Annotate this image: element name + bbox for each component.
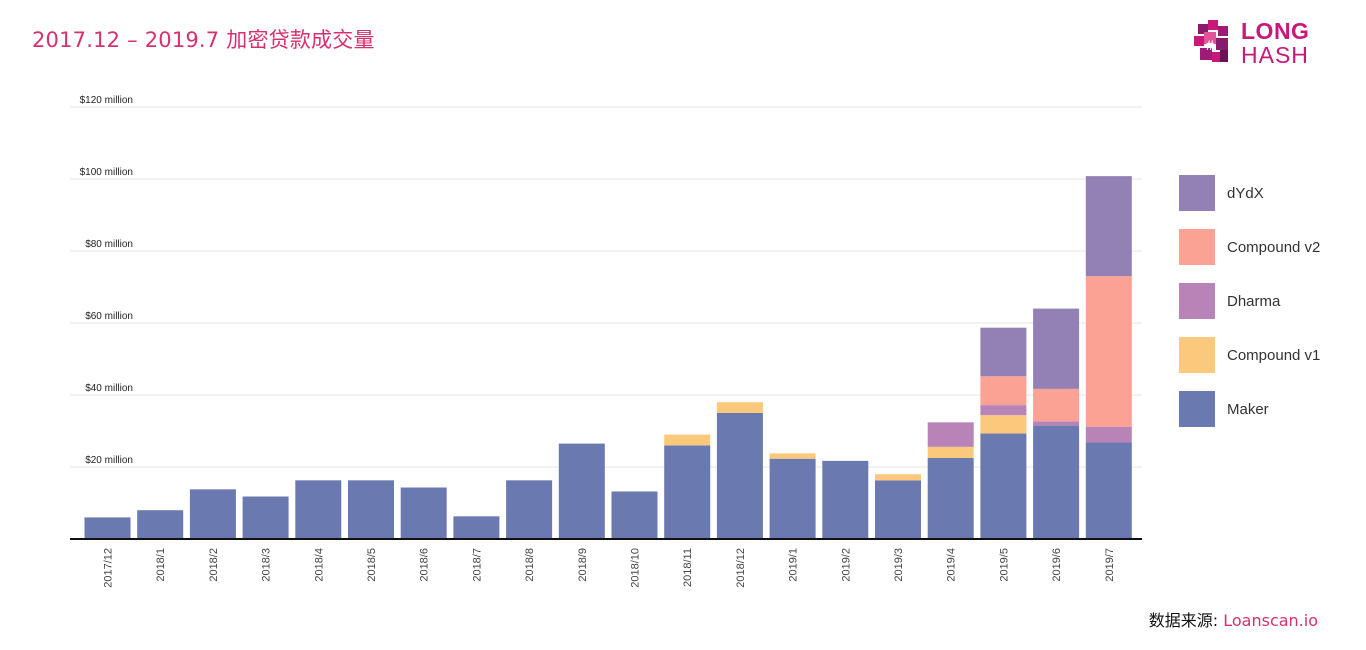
x-tick-label: 2018/8: [524, 548, 536, 582]
bar-segment-dharma: [1033, 421, 1080, 426]
bar-segment-maker: [189, 489, 236, 539]
x-tick-label: 2019/1: [788, 548, 800, 582]
bar-segment-maker: [400, 487, 447, 539]
x-tick-label: 2018/1: [155, 548, 167, 582]
y-tick-label: $40 million: [85, 383, 133, 394]
bar-segment-maker: [664, 445, 711, 539]
legend-label: dYdX: [1227, 185, 1264, 202]
bar-segment-maker: [1085, 442, 1132, 539]
bar-segment-dydx: [1033, 308, 1080, 389]
bar-segment-compound-v1: [769, 453, 816, 459]
bar-segment-maker: [611, 491, 658, 539]
logo-text-hash: HASH: [1241, 42, 1309, 68]
bar-segment-maker: [453, 516, 500, 539]
x-tick-label: 2018/7: [471, 548, 483, 582]
source-label: 数据来源:: [1148, 611, 1224, 630]
x-tick-label: 2019/6: [1051, 548, 1063, 582]
bar-segment-compound-v1: [664, 434, 711, 446]
svg-text:#: #: [1206, 37, 1214, 53]
bar-segment-dharma: [927, 422, 974, 447]
data-source: 数据来源: Loanscan.io: [1149, 607, 1318, 631]
bar-segment-compound-v1: [716, 402, 763, 413]
bar-segment-maker: [716, 413, 763, 539]
y-tick-label: $100 million: [80, 167, 133, 178]
bar-segment-compound-v2: [980, 376, 1027, 406]
bar-segment-maker: [769, 458, 816, 539]
bar-segment-maker: [506, 480, 553, 539]
bar-segment-dharma: [1085, 426, 1132, 443]
bar-segment-compound-v2: [1033, 388, 1080, 422]
x-tick-label: 2019/5: [998, 548, 1010, 582]
x-tick-label: 2018/11: [682, 548, 694, 587]
x-tick-label: 2019/3: [893, 548, 905, 582]
bar-segment-dydx: [980, 327, 1027, 377]
bar-segment-maker: [980, 433, 1027, 539]
bars: [84, 176, 1132, 539]
logo-text-long: LONG: [1241, 18, 1310, 44]
bar-segment-maker: [1033, 425, 1080, 539]
bar-segment-dharma: [980, 405, 1027, 416]
legend-swatch: [1179, 175, 1215, 211]
legend-swatch: [1179, 283, 1215, 319]
bar-segment-maker: [137, 510, 184, 539]
y-tick-label: $80 million: [85, 239, 133, 250]
legend-label: Compound v2: [1227, 239, 1320, 256]
bar-segment-maker: [927, 458, 974, 539]
bar-segment-maker: [822, 460, 869, 539]
chart-title: 2017.12 – 2019.7 加密贷款成交量: [32, 28, 375, 52]
bar-segment-maker: [84, 517, 131, 539]
bar-segment-maker: [242, 496, 289, 539]
bar-segment-maker: [558, 443, 605, 539]
legend-swatch: [1179, 391, 1215, 427]
x-tick-label: 2019/4: [946, 548, 958, 582]
source-link[interactable]: Loanscan.io: [1223, 611, 1318, 630]
legend-swatch: [1179, 337, 1215, 373]
x-tick-label: 2018/6: [419, 548, 431, 582]
x-tick-label: 2018/10: [630, 548, 642, 588]
bar-segment-dydx: [1085, 176, 1132, 277]
x-tick-label: 2019/2: [840, 548, 852, 582]
bar-segment-compound-v1: [927, 446, 974, 458]
x-tick-label: 2018/5: [366, 548, 378, 582]
bar-segment-maker: [875, 480, 921, 539]
x-tick-label: 2018/2: [208, 548, 220, 582]
longhash-logo: # LONG HASH: [1190, 14, 1330, 72]
bar-segment-maker: [348, 480, 394, 539]
x-tick-label: 2018/3: [261, 548, 273, 582]
x-tick-label: 2019/7: [1104, 548, 1116, 582]
y-axis-ticks: $20 million $40 million $60 million $80 mil…: [80, 95, 133, 466]
legend-label: Maker: [1227, 401, 1269, 418]
bar-segment-compound-v2: [1085, 276, 1132, 427]
bar-segment-compound-v1: [875, 474, 921, 481]
legend-label: Compound v1: [1227, 347, 1320, 364]
x-tick-label: 2018/9: [577, 548, 589, 582]
longhash-cube-icon: #: [1194, 20, 1228, 62]
legend-swatch: [1179, 229, 1215, 265]
x-tick-label: 2017/12: [103, 548, 115, 588]
x-tick-label: 2018/12: [735, 548, 747, 588]
y-tick-label: $60 million: [85, 311, 133, 322]
y-tick-label: $20 million: [85, 455, 133, 466]
bar-segment-compound-v1: [980, 415, 1027, 434]
legend: dYdX Compound v2 Dharma Compound v1 Maker: [1179, 175, 1320, 427]
bar-segment-maker: [295, 480, 342, 539]
y-tick-label: $120 million: [80, 95, 133, 106]
x-axis-ticks: 2017/12 2018/1 2018/2 2018/3 2018/4 2018/5 201…: [103, 548, 1116, 588]
legend-label: Dharma: [1227, 293, 1281, 310]
x-tick-label: 2018/4: [313, 548, 325, 582]
